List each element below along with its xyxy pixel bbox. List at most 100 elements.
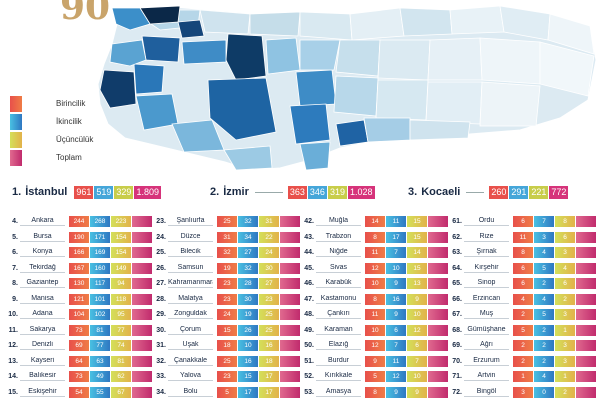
ranking-row: 9. Manisa 121 101 118 — [4, 292, 152, 308]
total-count — [576, 216, 596, 228]
rank-number: 24. — [156, 233, 166, 241]
rank-number: 51. — [304, 357, 314, 365]
third-place-count: 23 — [259, 293, 279, 305]
total-count — [132, 355, 152, 367]
province-name: Malatya — [168, 295, 213, 304]
rank-number: 23. — [156, 218, 166, 226]
province-name: İzmir — [223, 186, 249, 198]
third-place-count: 81 — [111, 355, 131, 367]
province-name: Erzurum — [464, 357, 509, 366]
first-place-count: 5 — [513, 324, 533, 336]
rank-number: 14. — [8, 373, 18, 381]
third-place-count: 16 — [259, 340, 279, 352]
ranking-row: 67. Muş 2 5 3 — [448, 307, 596, 323]
province-name: Manisa — [20, 295, 65, 304]
second-place-count: 7 — [534, 216, 554, 228]
first-place-count: 104 — [69, 309, 89, 321]
ranking-row: 62. Rize 11 3 6 — [448, 230, 596, 246]
first-place-count: 12 — [365, 262, 385, 274]
ranking-row: 14. Balıkesir 73 49 62 — [4, 369, 152, 385]
second-place-count: 519 — [94, 185, 114, 199]
ranking-row: 5. Bursa 190 171 154 — [4, 230, 152, 246]
ranking-row: 23. Şanlıurfa 25 32 31 — [152, 214, 300, 230]
second-place-count: 15 — [238, 371, 258, 383]
province-name: Karaman — [316, 326, 361, 335]
second-place-count: 17 — [386, 231, 406, 243]
total-count — [280, 371, 300, 383]
total-count — [576, 355, 596, 367]
third-place-count: 118 — [111, 293, 131, 305]
province-name: Artvin — [464, 372, 509, 382]
first-place-count: 19 — [217, 262, 237, 274]
ranking-row: 61. Ordu 6 7 8 — [448, 214, 596, 230]
rank-number: 62. — [452, 233, 462, 241]
third-place-count: 77 — [111, 324, 131, 336]
rank-number: 71. — [452, 373, 462, 381]
rank-number: 9. — [12, 295, 18, 303]
ranking-row: 13. Kayseri 64 63 81 — [4, 354, 152, 370]
rank-number: 32. — [156, 357, 166, 365]
ranking-row: 50. Elazığ 12 7 6 — [300, 338, 448, 354]
ranking-row: 30. Çorum 15 26 25 — [152, 323, 300, 339]
third-place-count: 329 — [114, 185, 134, 199]
total-count — [428, 293, 448, 305]
total-count — [132, 371, 152, 383]
second-place-count: 81 — [90, 324, 110, 336]
total-count — [280, 278, 300, 290]
ranking-row: 70. Erzurum 2 2 3 — [448, 354, 596, 370]
first-place-count: 166 — [69, 247, 89, 259]
second-place-count: 77 — [90, 340, 110, 352]
rank-number: 33. — [156, 373, 166, 381]
ranking-row: 48. Çankırı 11 9 10 — [300, 307, 448, 323]
third-place-count: 27 — [259, 278, 279, 290]
first-place-count: 363 — [287, 185, 307, 199]
third-place-count: 221 — [529, 185, 549, 199]
legend-swatch-second — [10, 114, 22, 130]
third-place-count: 62 — [111, 371, 131, 383]
rank-number: 2. — [210, 186, 220, 198]
total-count — [576, 309, 596, 321]
ranking-row: 34. Bolu 5 17 17 — [152, 385, 300, 400]
total-count — [280, 309, 300, 321]
first-place-count: 244 — [69, 216, 89, 228]
third-place-count: 12 — [407, 324, 427, 336]
province-name: Kayseri — [20, 357, 65, 366]
rank-number: 48. — [304, 311, 314, 319]
total-count — [132, 216, 152, 228]
rank-number: 63. — [452, 249, 462, 257]
province-name: Tekirdağ — [20, 264, 65, 273]
total-count — [576, 324, 596, 336]
total-count — [280, 216, 300, 228]
turkey-province-map — [97, 5, 597, 171]
legend-swatch-third — [10, 132, 22, 148]
province-name: Kırıkkale — [316, 372, 361, 382]
total-count — [132, 386, 152, 398]
total-count — [576, 262, 596, 274]
ranking-row: 66. Erzincan 4 4 2 — [448, 292, 596, 308]
ranking-row: 68. Gümüşhane 5 2 1 — [448, 323, 596, 339]
third-place-count: 9 — [407, 386, 427, 398]
rank-number: 44. — [304, 249, 314, 257]
second-place-count: 4 — [534, 247, 554, 259]
third-place-count: 1 — [555, 371, 575, 383]
second-place-count: 2 — [534, 324, 554, 336]
second-place-count: 16 — [386, 293, 406, 305]
anniversary-logo: 90 — [60, 0, 111, 28]
third-place-count: 22 — [259, 231, 279, 243]
first-place-count: 54 — [69, 386, 89, 398]
ranking-row: 28. Malatya 23 30 23 — [152, 292, 300, 308]
province-name: Kahramanmaraş — [168, 279, 213, 289]
rank-number: 28. — [156, 295, 166, 303]
province-name: Muş — [464, 310, 509, 320]
first-place-count: 11 — [365, 309, 385, 321]
second-place-count: 17 — [238, 386, 258, 398]
third-place-count: 319 — [327, 185, 347, 199]
third-place-count: 25 — [259, 309, 279, 321]
ranking-row: 12. Denizli 69 77 74 — [4, 338, 152, 354]
third-place-count: 67 — [111, 386, 131, 398]
third-place-count: 31 — [259, 216, 279, 228]
ranking-column-3: 42. Muğla 14 11 15 43. Trabzon 8 17 15 44. Niğde 11 7… — [300, 214, 448, 400]
province-name: Kırşehir — [464, 264, 509, 273]
third-place-count: 15 — [407, 231, 427, 243]
rank-number: 3. — [408, 186, 418, 198]
